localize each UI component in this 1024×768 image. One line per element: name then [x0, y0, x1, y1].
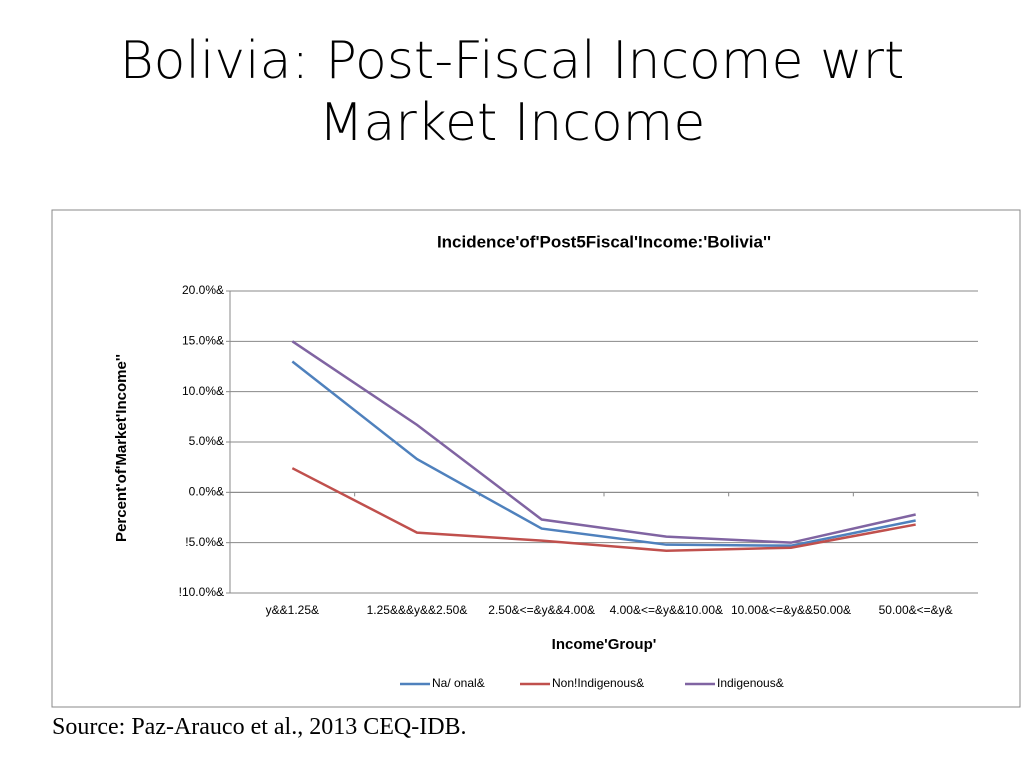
slide-title: Bolivia: Post-Fiscal Income wrt Market I… — [119, 31, 905, 153]
y-tick-label: 20.0%& — [182, 283, 224, 297]
y-tick-label: !10.0%& — [179, 585, 224, 599]
chart-title: Incidence'of'Post5Fiscal'Income:'Bolivia… — [437, 232, 771, 251]
series-line — [291, 467, 916, 552]
y-tick-label: !5.0%& — [185, 535, 224, 549]
legend-label: Na/ onal& — [432, 676, 485, 690]
x-tick-label: 4.00&<=&y&&10.00& — [610, 603, 723, 617]
y-axis-label: Percent'of'Market'Income'' — [113, 354, 130, 542]
x-axis-label: Income'Group' — [552, 636, 657, 653]
y-tick-label: 5.0%& — [189, 434, 224, 448]
y-tick-label: 0.0%& — [189, 485, 224, 499]
series-line — [291, 360, 916, 547]
x-tick-label: y&&1.25& — [266, 603, 319, 617]
legend-label: Indigenous& — [717, 676, 784, 690]
chart-frame — [51, 209, 1021, 708]
x-tick-label: 10.00&<=&y&&50.00& — [731, 603, 851, 617]
source-note: Source: Paz-Arauco et al., 2013 CEQ-IDB. — [52, 714, 467, 740]
x-tick-label: 1.25&&&y&&2.50& — [367, 603, 468, 617]
y-tick-label: 15.0%& — [182, 334, 224, 348]
x-tick-label: 2.50&<=&y&&4.00& — [488, 603, 595, 617]
series-line — [291, 340, 916, 544]
legend-label: Non!Indigenous& — [552, 676, 644, 690]
y-tick-label: 10.0%& — [182, 384, 224, 398]
x-tick-label: 50.00&<=&y& — [879, 603, 953, 617]
